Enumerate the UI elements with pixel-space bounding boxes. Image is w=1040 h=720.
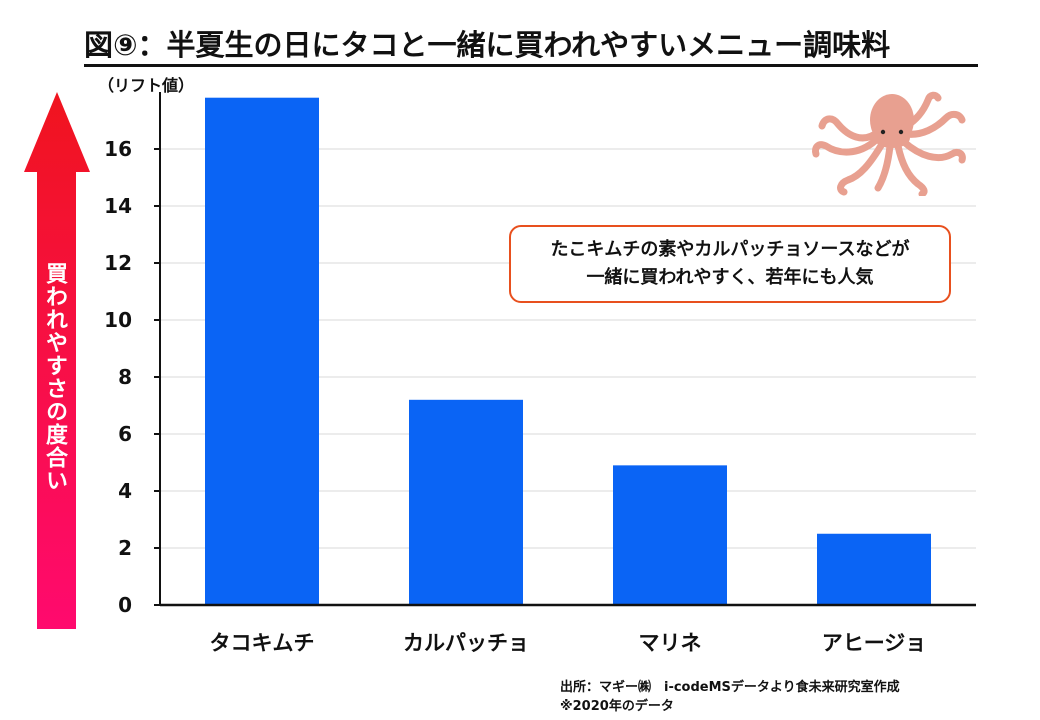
arrow-label: 買われやすさの度合い xyxy=(42,262,67,492)
octopus-icon xyxy=(812,91,966,196)
y-tick-label: 10 xyxy=(104,308,132,332)
x-category-label: マリネ xyxy=(639,631,702,655)
up-arrow-icon xyxy=(24,92,90,629)
callout-line-1: たこキムチの素やカルパッチョソースなどが xyxy=(550,239,910,260)
y-tick-label: 12 xyxy=(104,251,132,275)
x-category-label: アヒージョ xyxy=(822,631,927,655)
source-line-1: 出所：マギー㈱ i-codeMSデータより食未来研究室作成 xyxy=(560,680,900,695)
y-tick-label: 2 xyxy=(118,536,132,560)
y-tick-label: 16 xyxy=(104,137,132,161)
y-axis-unit-label: （リフト値） xyxy=(98,76,195,95)
x-category-label: タコキムチ xyxy=(210,631,315,655)
source-note: 出所：マギー㈱ i-codeMSデータより食未来研究室作成 ※2020年のデータ xyxy=(560,678,900,716)
source-line-2: ※2020年のデータ xyxy=(560,699,674,714)
y-tick-label: 14 xyxy=(104,194,132,218)
y-tick-label: 4 xyxy=(118,479,132,503)
y-tick-label: 8 xyxy=(118,365,132,389)
x-category-label: カルパッチョ xyxy=(403,631,529,655)
bar xyxy=(205,97,319,605)
bar xyxy=(817,533,931,605)
bar xyxy=(613,465,727,605)
bar xyxy=(409,399,523,605)
y-tick-label: 0 xyxy=(118,593,132,617)
title-underline xyxy=(84,64,978,67)
callout-line-2: 一緒に買われやすく、若年にも人気 xyxy=(586,267,874,288)
callout-box: たこキムチの素やカルパッチョソースなどが 一緒に買われやすく、若年にも人気 xyxy=(509,225,951,303)
chart-title: 図⑨：半夏生の日にタコと一緒に買われやすいメニュー調味料 xyxy=(84,28,891,62)
y-tick-label: 6 xyxy=(118,422,132,446)
